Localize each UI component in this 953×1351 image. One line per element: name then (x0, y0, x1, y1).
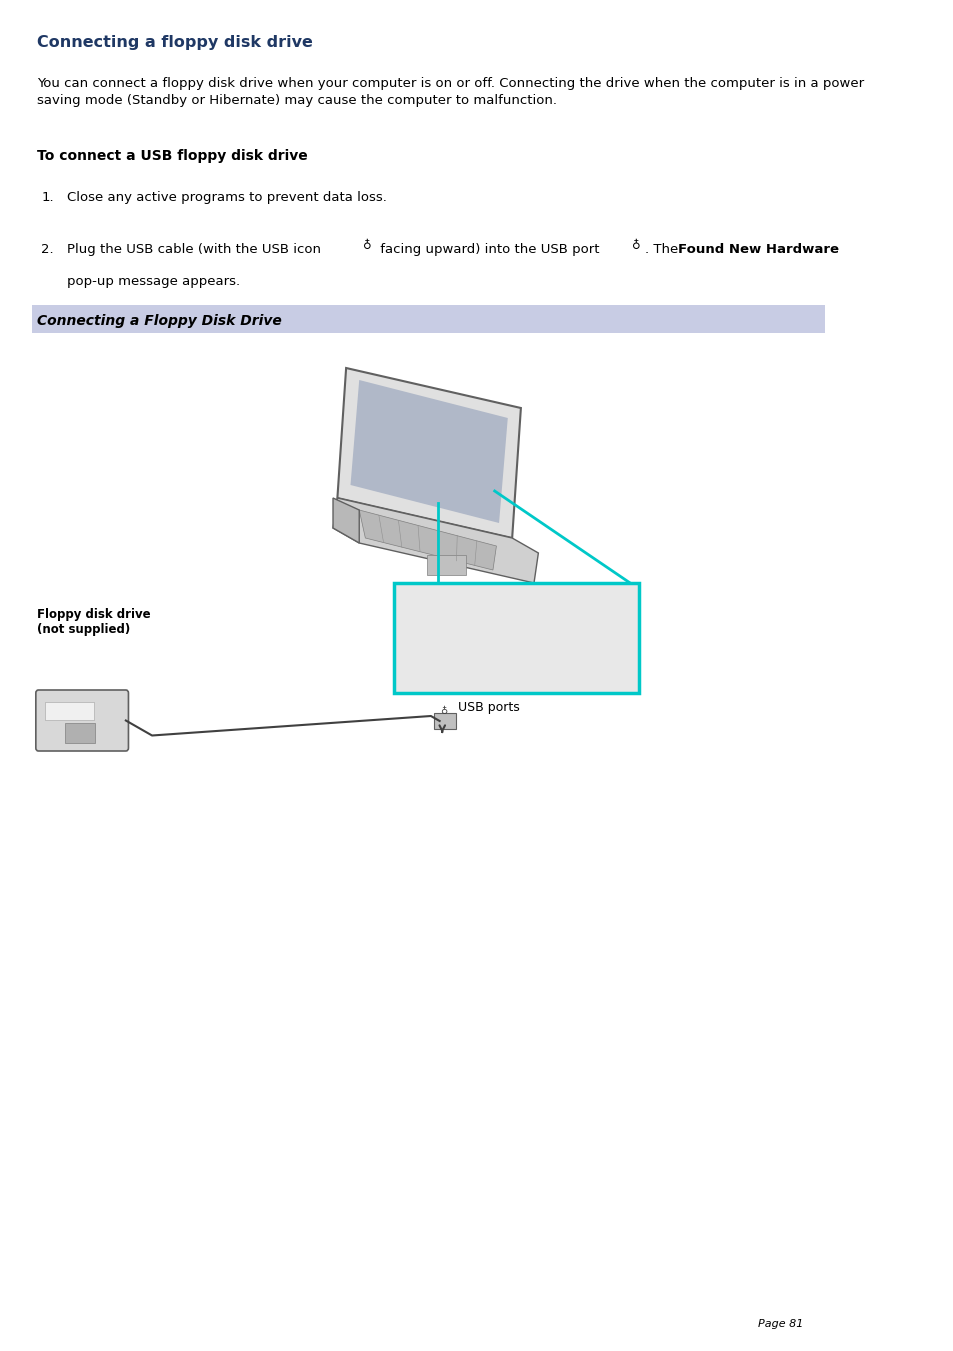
Bar (542, 621, 546, 653)
Circle shape (445, 666, 455, 677)
Text: Connecting a floppy disk drive: Connecting a floppy disk drive (36, 35, 313, 50)
Circle shape (459, 666, 469, 677)
Bar (394, 584, 639, 693)
Text: facing upward) into the USB port: facing upward) into the USB port (375, 243, 603, 255)
Bar (518, 621, 523, 653)
Bar (503, 621, 507, 653)
Text: 2.: 2. (41, 243, 53, 255)
Polygon shape (333, 499, 537, 584)
Text: Found New Hardware: Found New Hardware (678, 243, 839, 255)
Text: Page 81: Page 81 (757, 1319, 802, 1329)
Bar (472, 621, 476, 653)
Text: ♁: ♁ (440, 707, 447, 716)
Bar (424, 593, 625, 684)
Text: Plug the USB cable (with the USB icon: Plug the USB cable (with the USB icon (68, 243, 325, 255)
Text: USB ports: USB ports (457, 701, 519, 713)
Bar (495, 621, 499, 653)
Polygon shape (333, 499, 359, 543)
Bar (550, 621, 555, 653)
Bar (434, 713, 456, 730)
Polygon shape (337, 367, 520, 538)
Polygon shape (359, 509, 496, 570)
Text: Connecting a Floppy Disk Drive: Connecting a Floppy Disk Drive (36, 313, 281, 328)
Bar (443, 636, 454, 658)
Text: ♁: ♁ (631, 239, 639, 253)
Text: Close any active programs to prevent data loss.: Close any active programs to prevent dat… (68, 190, 387, 204)
Text: To connect a USB floppy disk drive: To connect a USB floppy disk drive (36, 149, 307, 163)
Bar (487, 621, 492, 653)
Bar (535, 621, 538, 653)
Bar (65, 723, 95, 743)
Text: You can connect a floppy disk drive when your computer is on or off. Connecting : You can connect a floppy disk drive when… (36, 77, 862, 107)
Bar (479, 621, 484, 653)
Bar (32, 305, 824, 332)
Bar (526, 621, 531, 653)
Text: 1.: 1. (41, 190, 53, 204)
FancyBboxPatch shape (36, 690, 129, 751)
Bar (429, 636, 439, 658)
Polygon shape (350, 380, 507, 523)
Text: Floppy disk drive
(not supplied): Floppy disk drive (not supplied) (36, 608, 151, 636)
Bar (427, 555, 465, 576)
Text: pop-up message appears.: pop-up message appears. (68, 276, 240, 288)
Bar (463, 621, 468, 653)
Circle shape (430, 666, 439, 677)
Bar (46, 703, 93, 720)
Text: . The: . The (644, 243, 681, 255)
Text: ♁: ♁ (362, 239, 371, 253)
Bar (511, 621, 516, 653)
